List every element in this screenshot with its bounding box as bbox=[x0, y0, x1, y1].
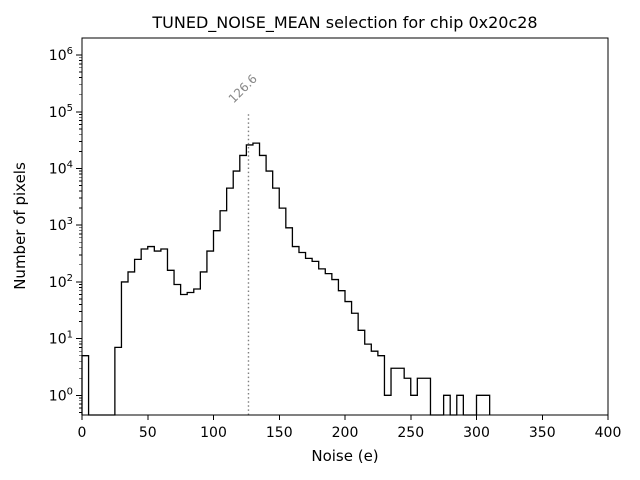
svg-text:103: 103 bbox=[49, 216, 73, 234]
svg-text:150: 150 bbox=[266, 425, 293, 441]
y-major-ticks: 100 101 102 103 104 105 106 bbox=[49, 46, 82, 404]
svg-text:0: 0 bbox=[78, 425, 87, 441]
svg-text:400: 400 bbox=[595, 425, 622, 441]
svg-text:300: 300 bbox=[463, 425, 490, 441]
svg-text:104: 104 bbox=[49, 159, 73, 177]
selection-value-label: 126.6 bbox=[226, 72, 260, 106]
svg-text:50: 50 bbox=[139, 425, 157, 441]
svg-text:106: 106 bbox=[49, 46, 73, 64]
svg-text:350: 350 bbox=[529, 425, 556, 441]
axes-frame bbox=[81, 37, 609, 416]
svg-text:200: 200 bbox=[332, 425, 359, 441]
x-axis-label: Noise (e) bbox=[311, 447, 379, 465]
histogram-step-line bbox=[81, 142, 491, 416]
svg-text:102: 102 bbox=[49, 273, 73, 291]
chart-title: TUNED_NOISE_MEAN selection for chip 0x20… bbox=[152, 13, 538, 32]
x-ticks: 0 50 100 150 200 250 300 350 400 bbox=[78, 415, 622, 441]
svg-text:105: 105 bbox=[49, 103, 73, 121]
svg-text:250: 250 bbox=[397, 425, 424, 441]
svg-text:101: 101 bbox=[49, 330, 73, 348]
svg-text:100: 100 bbox=[49, 386, 73, 404]
svg-text:100: 100 bbox=[200, 425, 227, 441]
